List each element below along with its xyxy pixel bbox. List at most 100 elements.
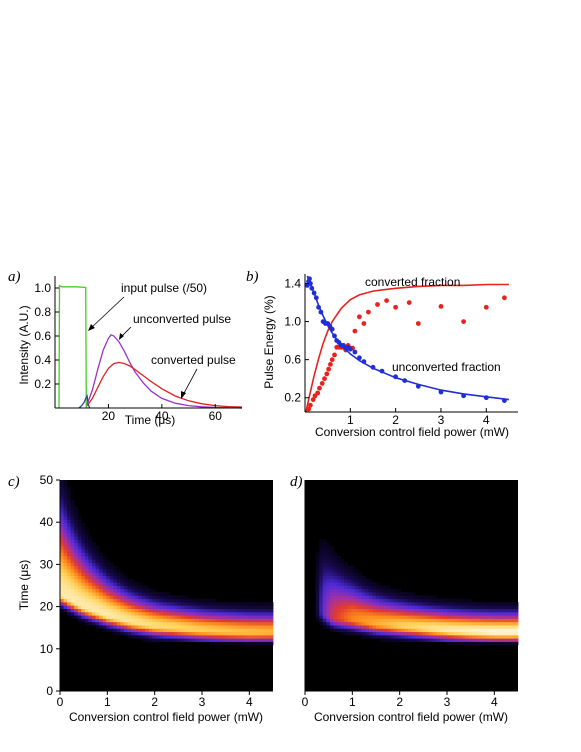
c-heat-cell <box>205 598 210 603</box>
c-heat-cell <box>209 615 214 619</box>
d-heat-cell <box>397 595 402 600</box>
heatmap-d-marks <box>315 539 519 646</box>
d-heat-cell <box>347 578 352 583</box>
c-heat-cell <box>99 585 103 590</box>
d-heat-cell <box>326 569 331 573</box>
c-heat-cell <box>219 634 224 639</box>
c-heat-cell <box>145 615 150 619</box>
c-heat-cell <box>212 628 217 633</box>
d-heat-cell <box>393 621 398 626</box>
c-heat-cell <box>120 605 125 609</box>
c-heat-cell <box>173 625 178 629</box>
c-heat-cell <box>95 618 100 623</box>
c-heat-cell <box>141 605 146 609</box>
d-heat-cell <box>489 634 494 639</box>
d-heat-cell <box>425 601 430 606</box>
c-heat-cell <box>230 631 235 636</box>
d-heat-cell <box>507 611 512 616</box>
d-heat-cell <box>333 598 338 603</box>
d-heat-cell <box>439 625 444 629</box>
c-heat-cell <box>166 611 171 616</box>
d-heat-cell <box>507 618 512 623</box>
c-heat-cell <box>63 542 68 547</box>
d-heat-cell <box>436 634 441 639</box>
d-heat-cell <box>514 621 519 626</box>
d-heat-cell <box>358 601 363 606</box>
c-heat-cell <box>134 625 139 629</box>
d-heat-cell <box>397 638 402 642</box>
c-heat-cell <box>205 618 210 623</box>
c-heat-cell <box>141 615 146 619</box>
d-heat-cell <box>471 615 476 619</box>
d-heat-cell <box>379 605 384 609</box>
d-heat-cell <box>404 592 409 596</box>
c-heat-cell <box>63 519 68 524</box>
chart-b-ylabel: Pulse Energy (%) <box>262 295 276 388</box>
c-heat-cell <box>60 522 64 527</box>
d-heat-cell <box>333 582 338 586</box>
c-heat-cell <box>198 628 203 633</box>
d-heat-cell <box>351 588 356 593</box>
d-heat-cell <box>400 595 405 600</box>
c-heat-cell <box>91 545 96 550</box>
d-heat-cell <box>319 562 324 567</box>
d-heat-cell <box>486 618 490 623</box>
c-heat-cell <box>91 542 96 547</box>
c-heat-cell <box>123 585 128 590</box>
chart-b-ytick-label: 1.4 <box>284 277 301 291</box>
d-heat-cell <box>404 628 409 633</box>
c-heat-cell <box>102 562 107 567</box>
c-heat-cell <box>202 605 206 609</box>
c-heat-cell <box>99 582 103 586</box>
c-heat-cell <box>187 601 192 606</box>
d-heat-cell <box>464 611 469 616</box>
c-heat-cell <box>148 615 153 619</box>
d-heat-cell <box>486 628 490 633</box>
c-heat-cell <box>95 552 100 557</box>
d-heat-cell <box>471 611 476 616</box>
chart-b-point-1 <box>313 295 319 301</box>
c-heat-cell <box>251 638 256 642</box>
d-heat-cell <box>447 631 451 636</box>
d-heat-cell <box>493 601 498 606</box>
c-heat-cell <box>138 598 143 603</box>
c-heat-cell <box>255 611 260 616</box>
d-heat-cell <box>354 582 359 586</box>
c-heat-cell <box>212 605 217 609</box>
c-heat-cell <box>180 634 185 639</box>
d-heat-cell <box>457 601 462 606</box>
d-heat-cell <box>390 595 395 600</box>
c-heat-cell <box>91 592 96 596</box>
d-heat-cell <box>493 615 498 619</box>
c-heat-cell <box>265 621 270 626</box>
d-heat-cell <box>400 634 405 639</box>
c-ytick-label: 50 <box>40 473 54 487</box>
c-heat-cell <box>138 618 143 623</box>
c-heat-cell <box>67 608 72 613</box>
d-heat-cell <box>344 628 348 633</box>
d-heat-cell <box>344 631 348 636</box>
d-heat-cell <box>503 611 508 616</box>
c-heat-cell <box>244 638 249 642</box>
d-heat-cell <box>493 618 498 623</box>
d-heat-cell <box>454 631 459 636</box>
c-heat-cell <box>241 601 245 606</box>
c-heat-cell <box>81 522 86 527</box>
c-heat-cell <box>173 608 178 613</box>
d-heat-cell <box>333 625 338 629</box>
c-heat-cell <box>152 618 157 623</box>
d-heat-cell <box>326 549 331 553</box>
chart-b-point-1 <box>370 364 376 370</box>
d-heat-cell <box>361 588 366 593</box>
c-heat-cell <box>173 638 178 642</box>
d-heat-cell <box>372 631 377 636</box>
d-heat-cell <box>425 605 430 609</box>
c-heat-cell <box>258 638 263 642</box>
c-heat-cell <box>116 592 121 596</box>
c-heat-cell <box>67 512 72 517</box>
d-heat-cell <box>351 621 356 626</box>
d-heat-cell <box>379 634 384 639</box>
c-heat-cell <box>88 542 93 547</box>
d-heat-cell <box>354 618 359 623</box>
d-heat-cell <box>457 625 462 629</box>
